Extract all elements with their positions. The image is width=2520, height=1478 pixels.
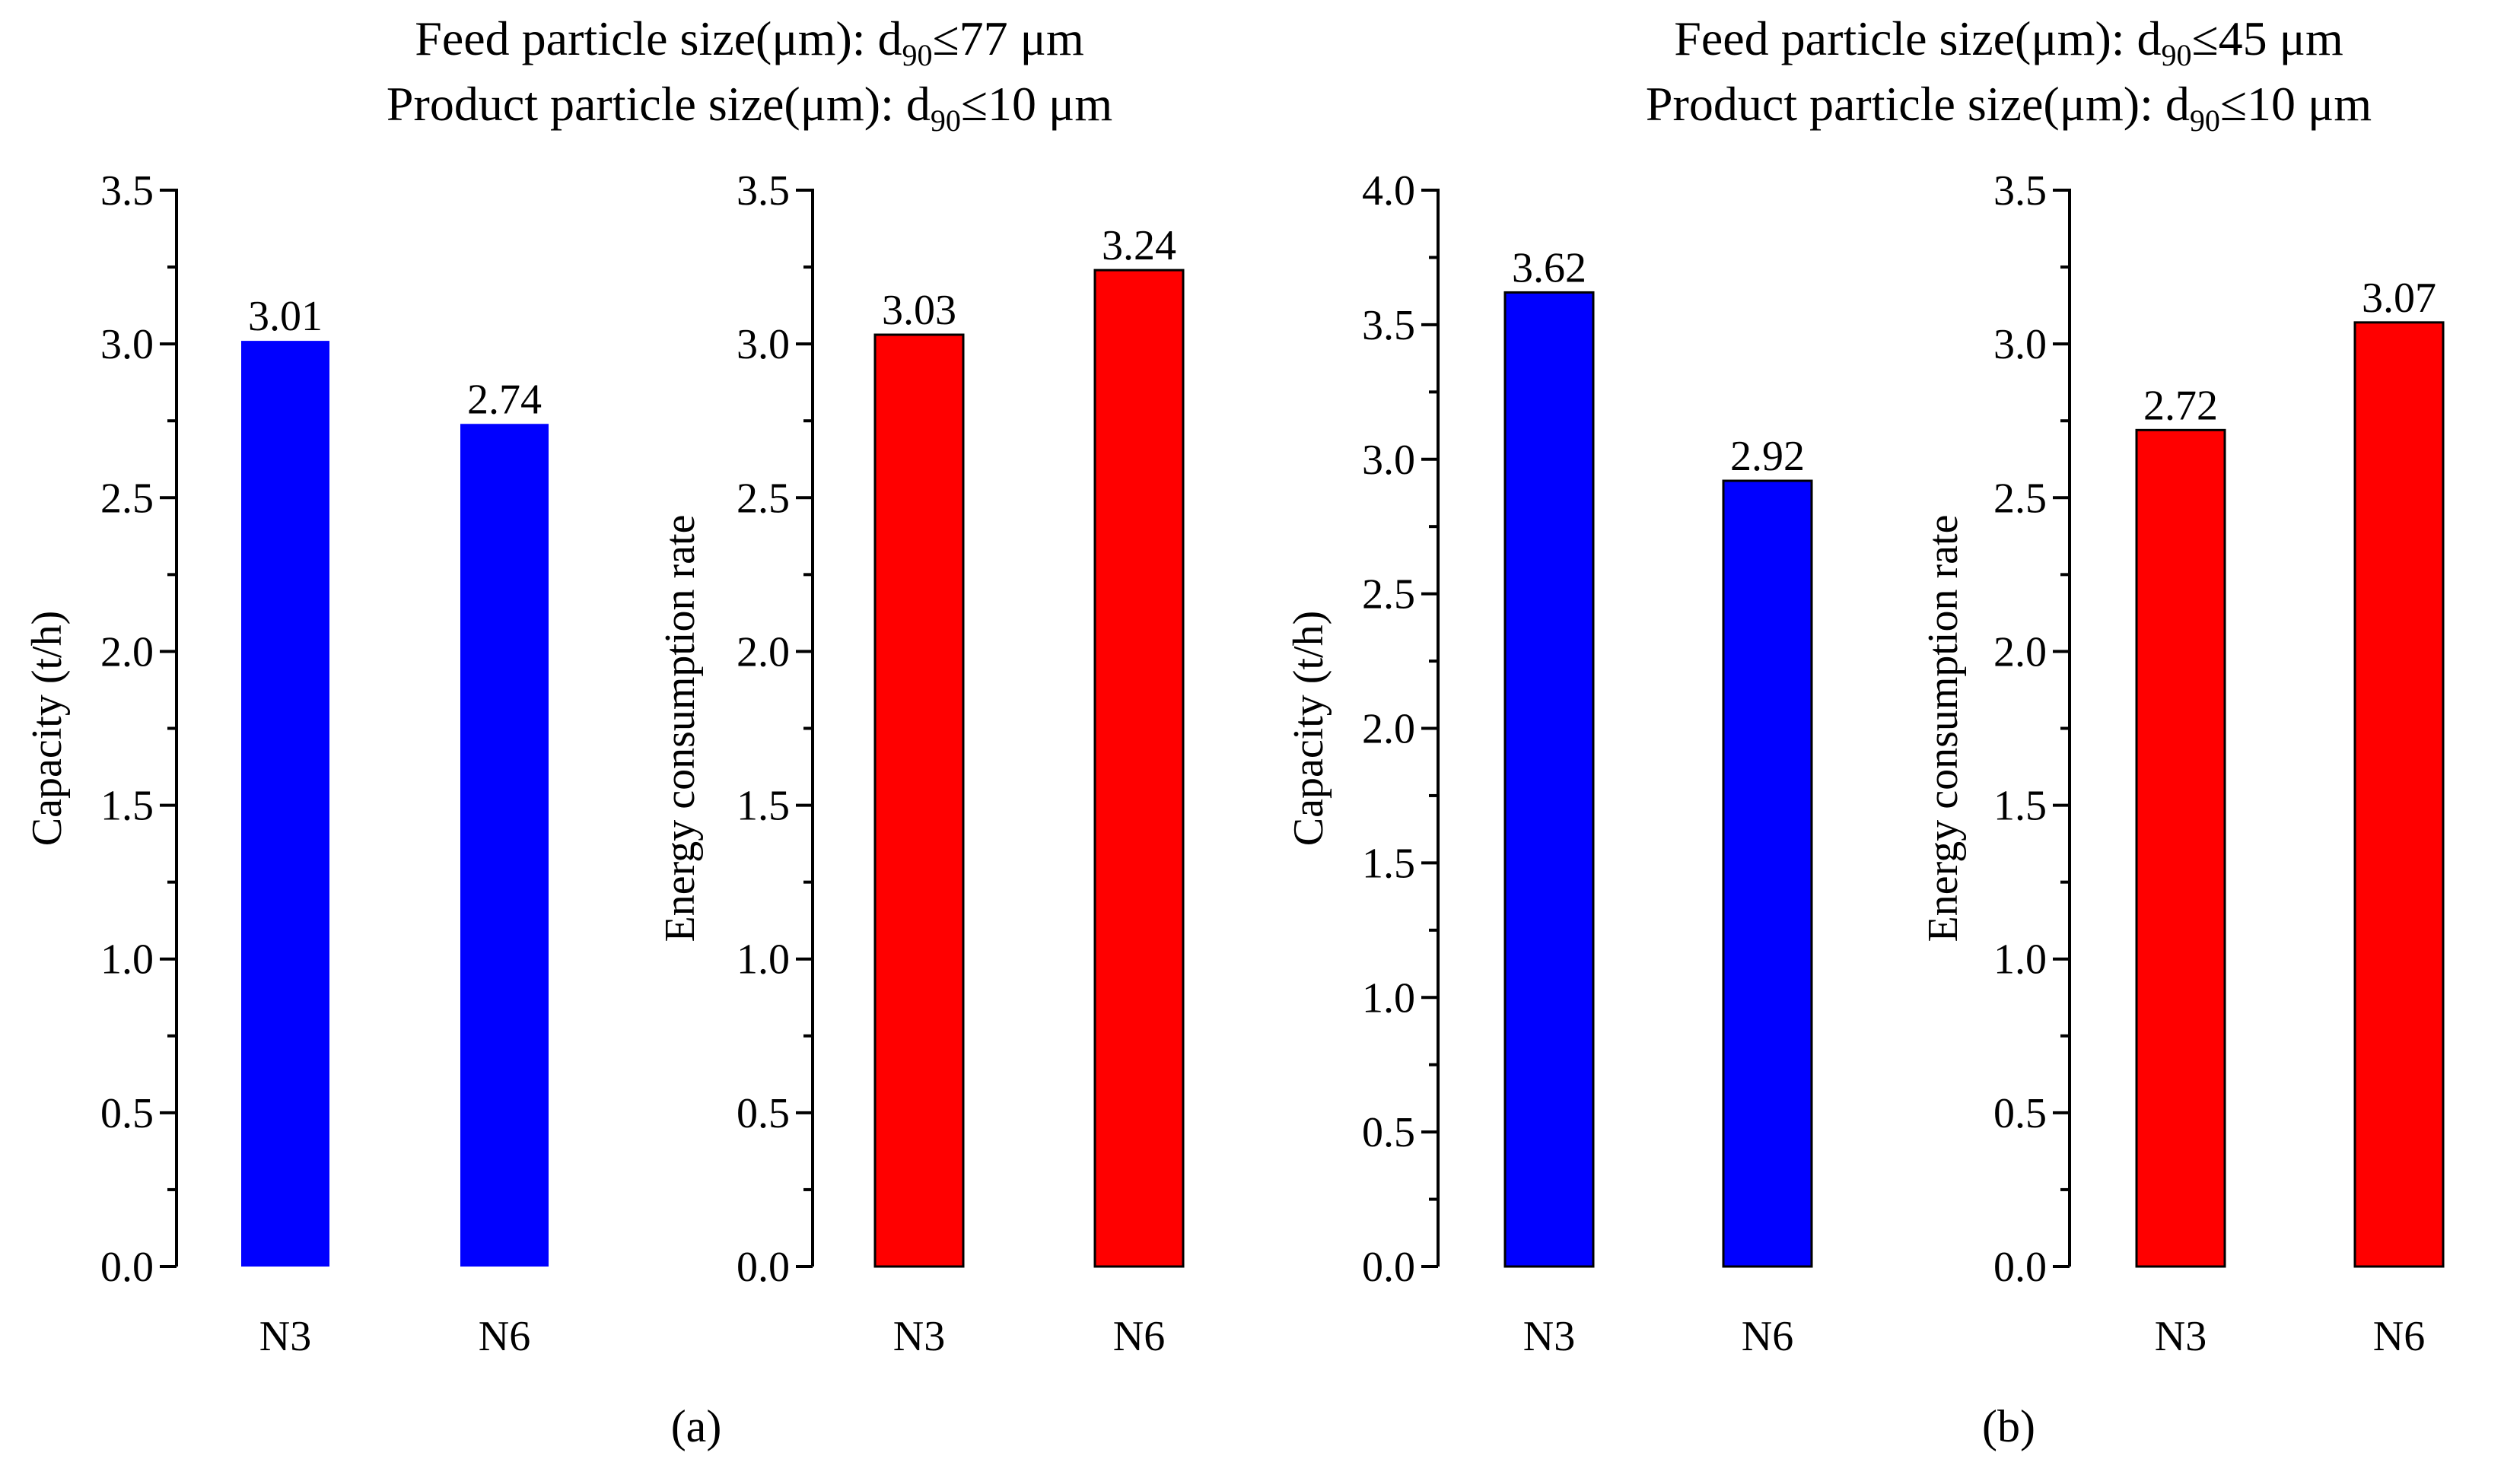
y-tick-label: 1.0 bbox=[1362, 974, 1415, 1022]
y-tick-label: 0.0 bbox=[1993, 1244, 2047, 1291]
group-b-title-line1: Feed particle size(μm): d90≤45 μm bbox=[1674, 11, 2343, 72]
y-tick-label: 1.0 bbox=[1993, 936, 2047, 984]
x-category-label: N6 bbox=[1113, 1313, 1165, 1360]
y-tick-label: 2.0 bbox=[1993, 628, 2047, 675]
x-category-label: N6 bbox=[2373, 1313, 2425, 1360]
bar-value-label: 3.62 bbox=[1512, 244, 1586, 291]
x-category-label: N3 bbox=[259, 1313, 311, 1360]
y-tick-label: 3.0 bbox=[737, 321, 790, 368]
y-tick-label: 2.0 bbox=[100, 628, 154, 675]
y-tick-label: 2.5 bbox=[100, 475, 154, 522]
bar-n6 bbox=[1722, 479, 1813, 1268]
y-tick-label: 2.5 bbox=[1993, 475, 2047, 522]
y-tick-label: 1.0 bbox=[100, 936, 154, 984]
x-category-label: N6 bbox=[1742, 1313, 1793, 1360]
bar-value-label: 2.72 bbox=[2143, 382, 2218, 429]
y-tick-label: 2.5 bbox=[737, 475, 790, 522]
y-tick-label: 0.0 bbox=[737, 1244, 790, 1291]
bar-value-label: 3.24 bbox=[1102, 222, 1176, 269]
y-tick-label: 2.0 bbox=[737, 628, 790, 675]
y-tick-label: 0.5 bbox=[100, 1090, 154, 1137]
y-tick-label: 3.0 bbox=[1993, 321, 2047, 368]
bar-n3 bbox=[1503, 291, 1595, 1268]
y-tick-label: 3.0 bbox=[1362, 437, 1415, 484]
bar-value-label: 3.01 bbox=[248, 293, 323, 340]
bar-n3 bbox=[873, 333, 965, 1268]
y-tick-label: 0.0 bbox=[100, 1244, 154, 1291]
y-tick-label: 2.5 bbox=[1362, 571, 1415, 618]
group-b-title: Feed particle size(μm): d90≤45 μm Produc… bbox=[1646, 11, 2372, 138]
chart-b-capacity: 0.0 0.5 1.0 1.5 2.0 2.5 3.0 3.5 4.0 Capacity (t/h… bbox=[1285, 167, 1813, 1360]
bar-value-label: 2.92 bbox=[1730, 433, 1805, 480]
y-tick-label: 1.5 bbox=[100, 783, 154, 830]
y-tick-label: 0.5 bbox=[1362, 1109, 1415, 1156]
panel-label-b: (b) bbox=[1982, 1401, 2035, 1451]
bar-n6 bbox=[1093, 269, 1185, 1268]
bar-n3 bbox=[2135, 428, 2226, 1268]
y-tick-label: 4.0 bbox=[1362, 167, 1415, 215]
panel-label-a: (a) bbox=[671, 1401, 722, 1451]
y-tick-label: 1.0 bbox=[737, 936, 790, 984]
y-tick-label: 3.5 bbox=[737, 167, 790, 215]
x-category-label: N3 bbox=[2155, 1313, 2207, 1360]
y-axis-title: Capacity (t/h) bbox=[1285, 611, 1332, 846]
group-a-title: Feed particle size(μm): d90≤77 μm Produc… bbox=[387, 11, 1112, 138]
y-tick-label: 3.5 bbox=[1362, 302, 1415, 349]
y-tick-label: 0.5 bbox=[737, 1090, 790, 1137]
y-axis-title: Capacity (t/h) bbox=[24, 611, 71, 846]
y-tick-label: 0.5 bbox=[1993, 1090, 2047, 1137]
bar-value-label: 3.07 bbox=[2362, 275, 2436, 322]
x-category-label: N3 bbox=[893, 1313, 945, 1360]
y-tick-label: 3.5 bbox=[100, 167, 154, 215]
chart-a-capacity: 0.0 0.5 1.0 1.5 2.0 2.5 3.0 3.5 Capacity (t/h) 3.… bbox=[24, 167, 549, 1360]
y-tick-label: 1.5 bbox=[1362, 840, 1415, 887]
bar-n6 bbox=[460, 424, 549, 1267]
chart-b-energy: 0.0 0.5 1.0 1.5 2.0 2.5 3.0 3.5 Energy consumpti… bbox=[1920, 167, 2445, 1360]
chart-a-energy: 0.0 0.5 1.0 1.5 2.0 2.5 3.0 3.5 Energy consumpti… bbox=[657, 167, 1185, 1360]
x-category-label: N3 bbox=[1523, 1313, 1575, 1360]
group-b-title-line2: Product particle size(μm): d90≤10 μm bbox=[1646, 77, 2372, 138]
bar-value-label: 3.03 bbox=[882, 287, 956, 334]
y-axis-title: Energy consumption rate bbox=[1920, 515, 1967, 942]
group-a-title-line1: Feed particle size(μm): d90≤77 μm bbox=[415, 11, 1084, 72]
y-tick-label: 1.5 bbox=[737, 783, 790, 830]
x-category-label: N6 bbox=[479, 1313, 530, 1360]
group-a-title-line2: Product particle size(μm): d90≤10 μm bbox=[387, 77, 1112, 138]
y-tick-label: 3.5 bbox=[1993, 167, 2047, 215]
bar-value-label: 2.74 bbox=[467, 376, 542, 423]
bar-n6 bbox=[2353, 321, 2445, 1268]
y-tick-label: 3.0 bbox=[100, 321, 154, 368]
y-tick-label: 0.0 bbox=[1362, 1244, 1415, 1291]
y-tick-label: 1.5 bbox=[1993, 783, 2047, 830]
y-axis-title: Energy consumption rate bbox=[657, 515, 704, 942]
bar-n3 bbox=[241, 341, 329, 1267]
y-tick-label: 2.0 bbox=[1362, 706, 1415, 753]
